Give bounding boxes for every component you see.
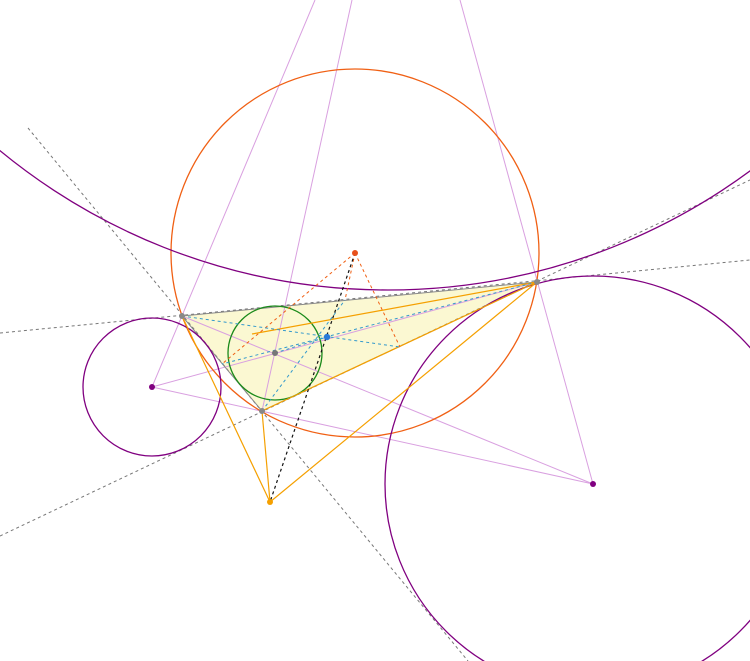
excircle-right <box>384 275 750 661</box>
vertex-b <box>534 279 540 285</box>
construction-line-1 <box>151 0 316 388</box>
dash-o-2 <box>354 252 401 348</box>
construction-line-4 <box>151 281 538 388</box>
construction-lines <box>151 0 594 485</box>
vertex-a <box>179 313 185 319</box>
triangle-fill <box>182 282 537 411</box>
vertex-c <box>259 408 265 414</box>
orange-line-a <box>181 315 271 503</box>
orange-line-c <box>261 410 271 503</box>
incenter-point <box>272 350 278 356</box>
circumcenter-point <box>352 250 358 256</box>
black-dashed-line <box>269 252 356 503</box>
excenter-left-point <box>149 384 155 390</box>
blue-center-point <box>323 333 331 341</box>
construction-line-2 <box>261 0 353 412</box>
orange-point <box>267 499 273 505</box>
incircle <box>227 305 323 401</box>
excenter-right-point <box>590 481 596 487</box>
construction-line-6 <box>181 315 594 485</box>
blue-dash-1 <box>181 315 401 348</box>
excircle-top <box>0 149 750 291</box>
construction-line-3 <box>459 0 594 485</box>
excircle-small <box>82 317 222 457</box>
dash-o-1 <box>221 252 356 365</box>
blue-dash-3 <box>261 299 346 412</box>
orange-line-b <box>269 281 538 503</box>
extended-side-ca <box>27 127 469 661</box>
circumcenter-dashes <box>221 252 401 365</box>
orange-line-e <box>251 281 538 335</box>
dash-o-3 <box>344 252 356 301</box>
circumcircle <box>170 68 540 438</box>
points <box>149 250 596 505</box>
construction-line-5 <box>151 386 594 485</box>
